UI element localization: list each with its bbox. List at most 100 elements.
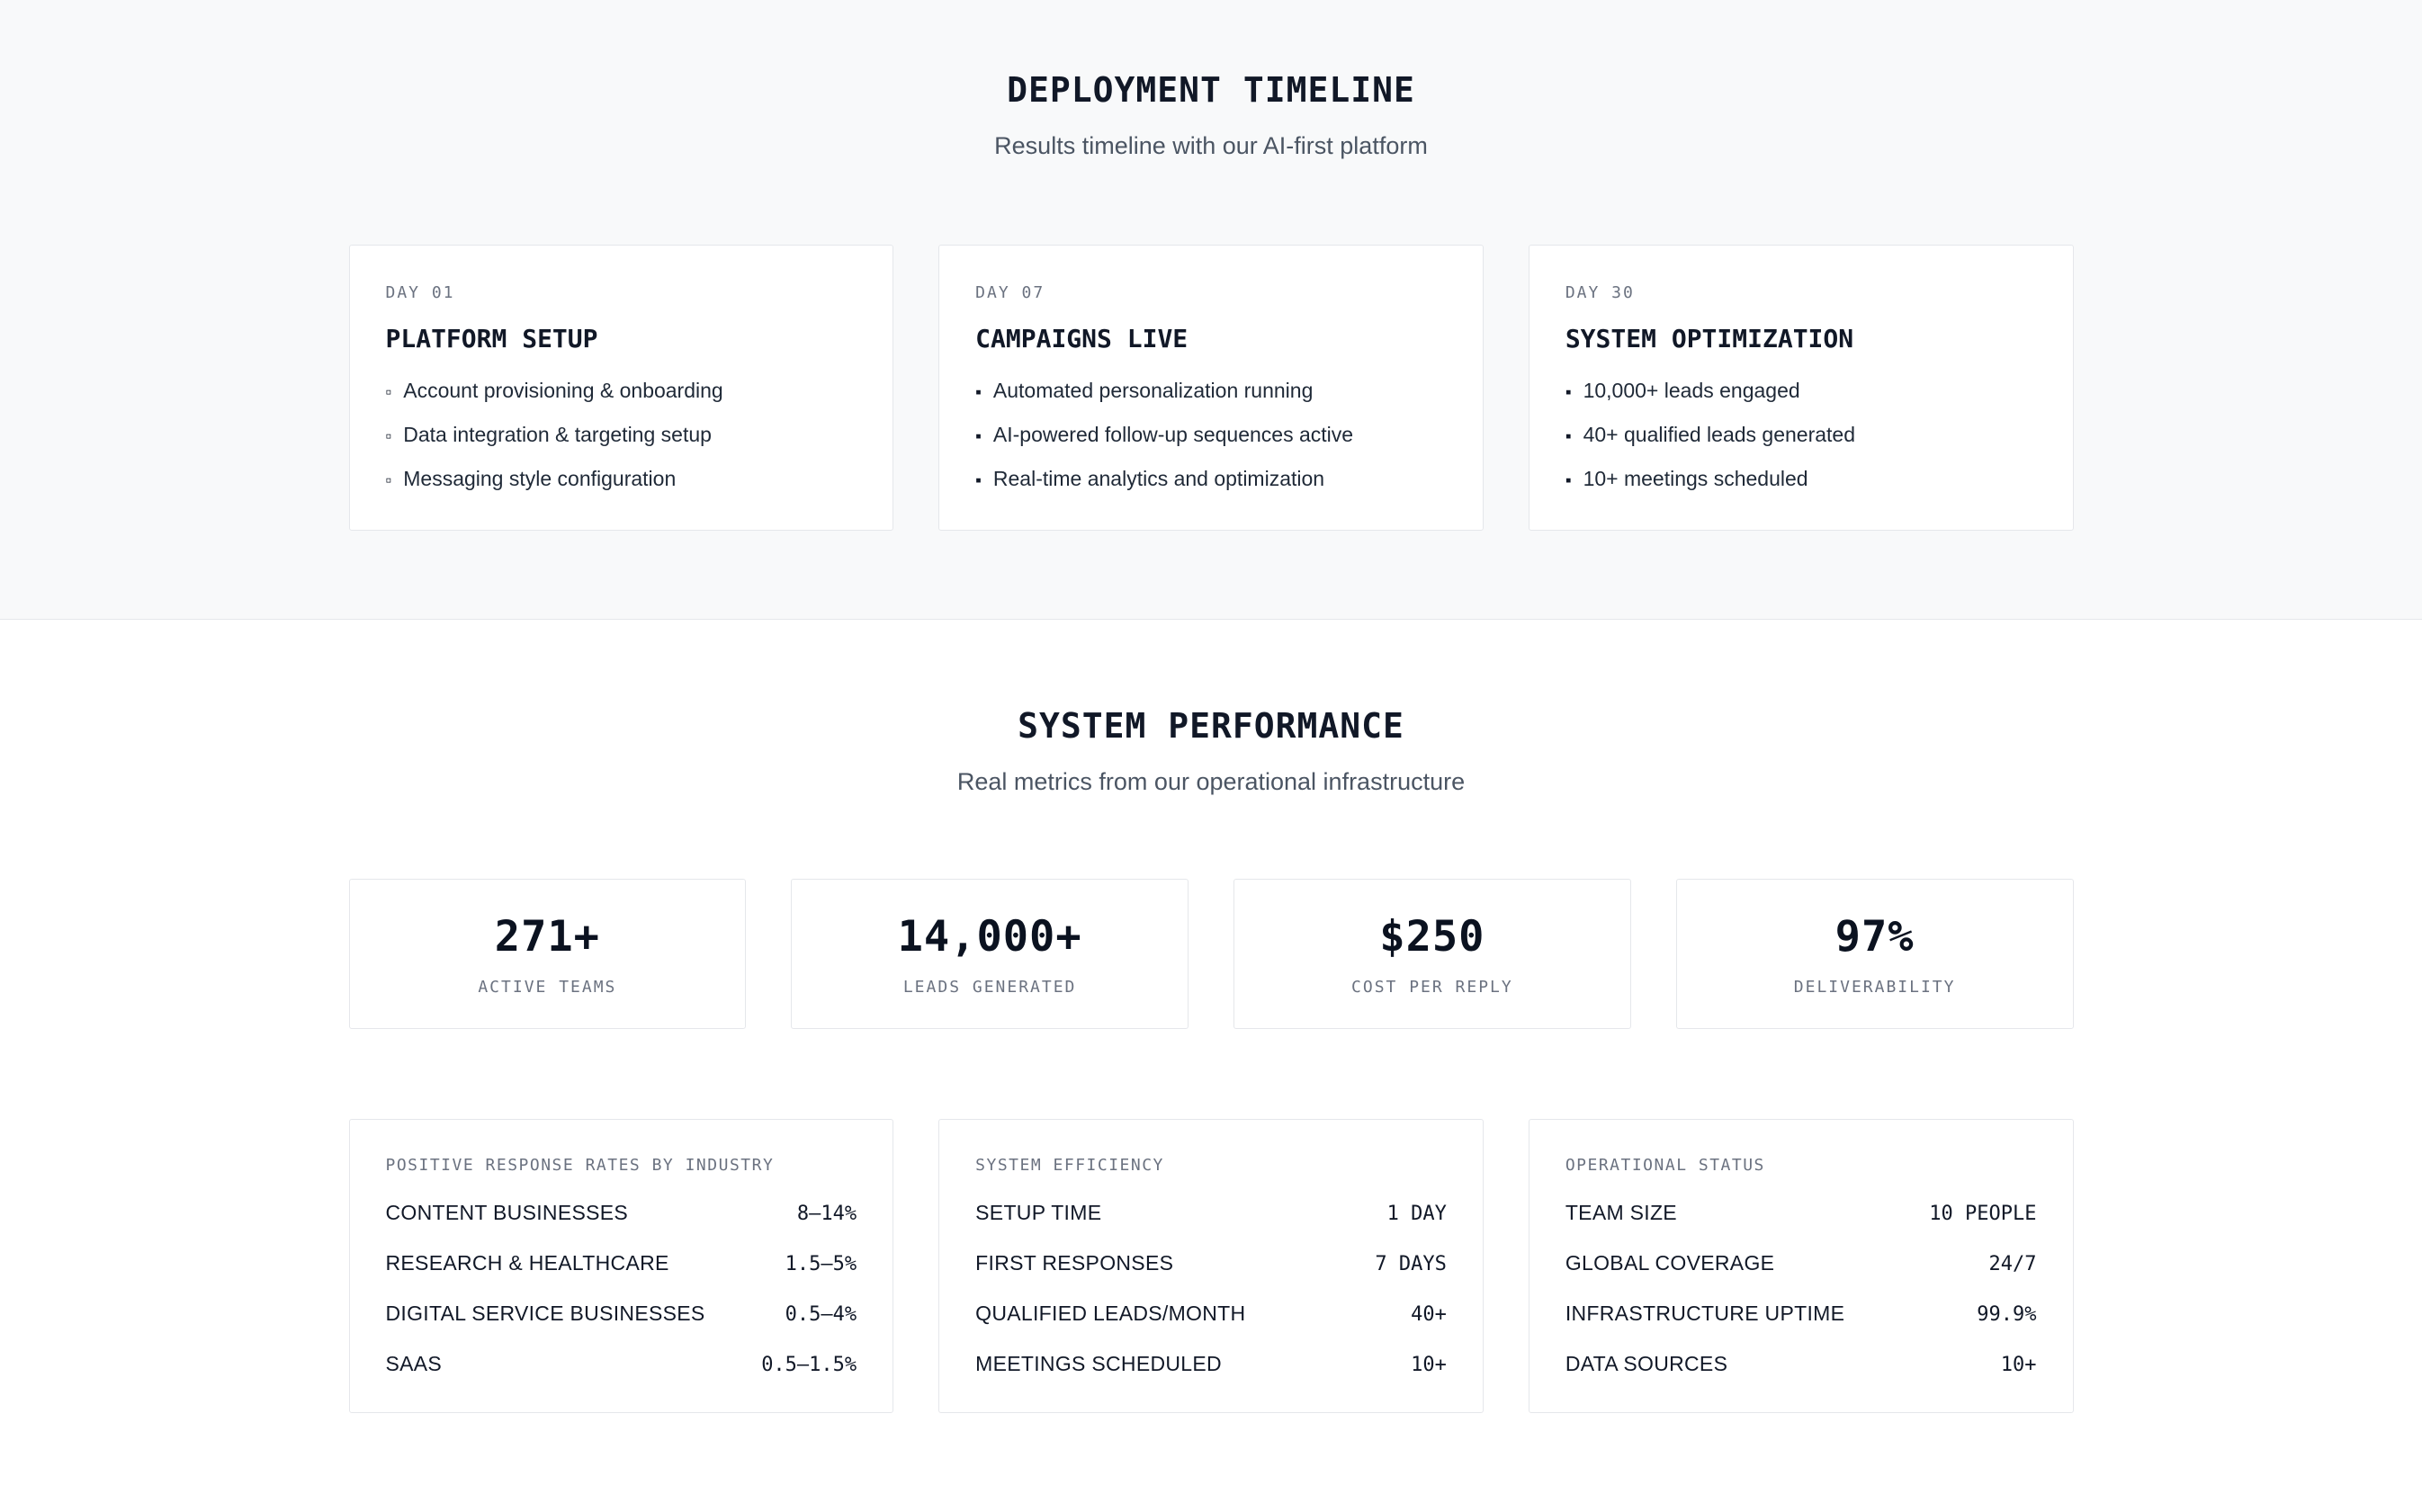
- card-list: ▪ 10,000+ leads engaged ▪ 40+ qualified …: [1565, 379, 2037, 491]
- metric-label: TEAM SIZE: [1565, 1201, 1677, 1225]
- metric-row: MEETINGS SCHEDULED 10+: [975, 1352, 1447, 1376]
- day-label: DAY 01: [385, 283, 455, 303]
- square-bullet-icon: ▪: [975, 470, 982, 490]
- metric-row: TEAM SIZE 10 PEOPLE: [1565, 1201, 2037, 1225]
- timeline-cards-row: DAY 01 PLATFORM SETUP ▫ Account provisio…: [348, 245, 2074, 531]
- stat-label: COST PER REPLY: [1351, 977, 1513, 997]
- timeline-card-day01: DAY 01 PLATFORM SETUP ▫ Account provisio…: [348, 245, 894, 531]
- metric-value: 40+: [1411, 1303, 1447, 1327]
- timeline-item-label: Automated personalization running: [992, 379, 1314, 403]
- timeline-item: ▫ Messaging style configuration: [386, 467, 857, 492]
- metric-row: GLOBAL COVERAGE 24/7: [1565, 1251, 2037, 1275]
- metric-label: MEETINGS SCHEDULED: [975, 1352, 1222, 1376]
- metric-value: 10 PEOPLE: [1929, 1203, 2037, 1226]
- panel-rows: SETUP TIME 1 DAY FIRST RESPONSES 7 DAYS …: [975, 1201, 1447, 1376]
- stat-label: ACTIVE TEAMS: [478, 977, 617, 997]
- metric-label: GLOBAL COVERAGE: [1565, 1251, 1775, 1275]
- metric-label: QUALIFIED LEADS/MONTH: [975, 1302, 1246, 1326]
- stat-value: $250: [1379, 911, 1485, 962]
- square-bullet-icon: ▪: [975, 383, 982, 403]
- metric-value: 10+: [1411, 1354, 1447, 1377]
- metric-label: SAAS: [385, 1352, 443, 1376]
- timeline-container: DEPLOYMENT TIMELINE Results timeline wit…: [348, 70, 2074, 531]
- metric-value: 0.5–4%: [785, 1303, 857, 1327]
- timeline-card-day07: DAY 07 CAMPAIGNS LIVE ▪ Automated person…: [938, 245, 1484, 531]
- performance-container: SYSTEM PERFORMANCE Real metrics from our…: [348, 705, 2074, 1414]
- card-list: ▫ Account provisioning & onboarding ▫ Da…: [386, 379, 857, 491]
- timeline-item-label: 40+ qualified leads generated: [1583, 423, 1856, 447]
- day-label: DAY 07: [975, 283, 1045, 303]
- stat-card-cost-per-reply: $250 COST PER REPLY: [1233, 879, 1631, 1030]
- timeline-item: ▪ Automated personalization running: [975, 379, 1447, 404]
- metric-row: CONTENT BUSINESSES 8–14%: [386, 1201, 857, 1225]
- panel-title: OPERATIONAL STATUS: [1565, 1156, 1765, 1176]
- performance-title: SYSTEM PERFORMANCE: [1018, 705, 1404, 746]
- day-label: DAY 30: [1565, 283, 1635, 303]
- square-bullet-icon: ▫: [385, 383, 392, 403]
- metric-label: INFRASTRUCTURE UPTIME: [1565, 1302, 1845, 1326]
- timeline-item-label: 10,000+ leads engaged: [1583, 379, 1800, 403]
- square-bullet-icon: ▫: [385, 470, 392, 490]
- card-title: SYSTEM OPTIMIZATION: [1565, 324, 1854, 354]
- stat-label: DELIVERABILITY: [1793, 977, 1956, 997]
- metric-row: INFRASTRUCTURE UPTIME 99.9%: [1565, 1302, 2037, 1326]
- stat-card-leads-generated: 14,000+ LEADS GENERATED: [791, 879, 1189, 1030]
- metric-value: 1 DAY: [1386, 1203, 1447, 1226]
- metric-label: DIGITAL SERVICE BUSINESSES: [385, 1302, 705, 1326]
- timeline-item-label: Data integration & targeting setup: [403, 423, 712, 447]
- section-system-performance: SYSTEM PERFORMANCE Real metrics from our…: [0, 619, 2422, 1512]
- metric-value: 99.9%: [1977, 1303, 2037, 1327]
- section-deployment-timeline: DEPLOYMENT TIMELINE Results timeline wit…: [0, 0, 2422, 620]
- timeline-item-label: 10+ meetings scheduled: [1583, 466, 1808, 490]
- square-bullet-icon: ▫: [385, 427, 392, 447]
- card-title: PLATFORM SETUP: [385, 324, 598, 354]
- metric-value: 0.5–1.5%: [761, 1354, 857, 1377]
- metric-row: SAAS 0.5–1.5%: [386, 1352, 857, 1376]
- panel-title: SYSTEM EFFICIENCY: [975, 1156, 1164, 1176]
- timeline-item: ▪ 40+ qualified leads generated: [1565, 423, 2037, 448]
- square-bullet-icon: ▪: [975, 427, 982, 447]
- stat-value: 97%: [1834, 911, 1915, 962]
- stat-card-deliverability: 97% DELIVERABILITY: [1675, 879, 2074, 1030]
- metric-row: RESEARCH & HEALTHCARE 1.5–5%: [386, 1251, 857, 1275]
- card-list: ▪ Automated personalization running ▪ AI…: [975, 379, 1447, 491]
- stat-value: 271+: [494, 911, 600, 962]
- metric-value: 24/7: [1988, 1253, 2037, 1276]
- panel-title: POSITIVE RESPONSE RATES BY INDUSTRY: [385, 1156, 775, 1176]
- timeline-item: ▪ 10,000+ leads engaged: [1565, 379, 2037, 404]
- metric-label: CONTENT BUSINESSES: [385, 1201, 629, 1225]
- performance-subtitle: Real metrics from our operational infras…: [956, 767, 1466, 795]
- panel-response-rates: POSITIVE RESPONSE RATES BY INDUSTRY CONT…: [348, 1119, 894, 1414]
- timeline-item: ▪ AI-powered follow-up sequences active: [975, 423, 1447, 448]
- square-bullet-icon: ▪: [1565, 427, 1572, 447]
- timeline-item: ▪ Real-time analytics and optimization: [975, 467, 1447, 492]
- timeline-title: DEPLOYMENT TIMELINE: [1007, 70, 1415, 110]
- metric-label: FIRST RESPONSES: [975, 1251, 1174, 1275]
- panels-row: POSITIVE RESPONSE RATES BY INDUSTRY CONT…: [348, 1119, 2074, 1414]
- timeline-card-day30: DAY 30 SYSTEM OPTIMIZATION ▪ 10,000+ lea…: [1528, 245, 2074, 531]
- stat-card-active-teams: 271+ ACTIVE TEAMS: [348, 879, 747, 1030]
- panel-rows: CONTENT BUSINESSES 8–14% RESEARCH & HEAL…: [386, 1201, 857, 1376]
- stats-row: 271+ ACTIVE TEAMS 14,000+ LEADS GENERATE…: [348, 879, 2074, 1030]
- metric-row: QUALIFIED LEADS/MONTH 40+: [975, 1302, 1447, 1326]
- stat-label: LEADS GENERATED: [902, 977, 1077, 997]
- metric-row: DIGITAL SERVICE BUSINESSES 0.5–4%: [386, 1302, 857, 1326]
- timeline-item-label: AI-powered follow-up sequences active: [992, 423, 1354, 447]
- timeline-subtitle: Results timeline with our AI-first platf…: [994, 132, 1428, 159]
- timeline-item-label: Messaging style configuration: [403, 466, 677, 490]
- card-title: CAMPAIGNS LIVE: [975, 324, 1189, 354]
- panel-rows: TEAM SIZE 10 PEOPLE GLOBAL COVERAGE 24/7…: [1565, 1201, 2037, 1376]
- stat-value: 14,000+: [897, 911, 1082, 962]
- square-bullet-icon: ▪: [1565, 470, 1572, 490]
- metric-value: 8–14%: [796, 1203, 857, 1226]
- timeline-item: ▫ Account provisioning & onboarding: [386, 379, 857, 404]
- metric-label: RESEARCH & HEALTHCARE: [385, 1251, 669, 1275]
- metric-value: 10+: [2000, 1354, 2037, 1377]
- metric-value: 7 DAYS: [1375, 1253, 1447, 1276]
- metric-label: SETUP TIME: [975, 1201, 1102, 1225]
- timeline-item: ▫ Data integration & targeting setup: [386, 423, 857, 448]
- metric-value: 1.5–5%: [785, 1253, 857, 1276]
- metric-row: FIRST RESPONSES 7 DAYS: [975, 1251, 1447, 1275]
- square-bullet-icon: ▪: [1565, 383, 1572, 403]
- metric-row: DATA SOURCES 10+: [1565, 1352, 2037, 1376]
